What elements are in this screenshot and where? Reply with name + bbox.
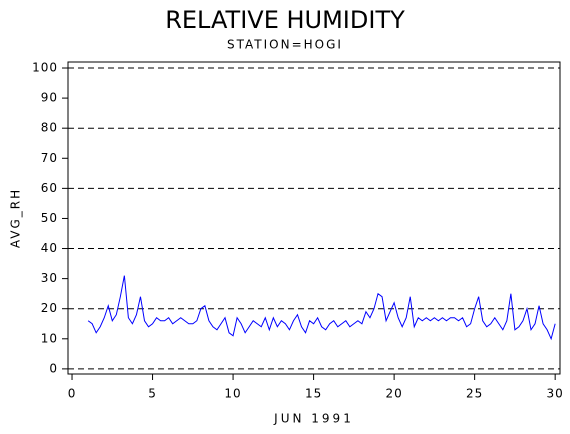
y-tick-label: 100 xyxy=(32,61,58,75)
chart-subtitle: STATION=HOGI xyxy=(227,38,343,52)
x-tick-label: 15 xyxy=(305,387,322,401)
x-tick-label: 20 xyxy=(385,387,402,401)
x-tick-label: 10 xyxy=(224,387,241,401)
x-axis-label: JUN 1991 xyxy=(273,412,354,426)
y-tick-label: 30 xyxy=(41,271,58,285)
x-tick-label: 30 xyxy=(547,387,564,401)
y-tick-label: 80 xyxy=(41,121,58,135)
y-tick-label: 40 xyxy=(41,241,58,255)
y-tick-label: 10 xyxy=(41,331,58,345)
y-tick-label: 60 xyxy=(41,181,58,195)
y-tick-label: 20 xyxy=(41,301,58,315)
y-tick-label: 0 xyxy=(49,361,58,375)
data-line xyxy=(87,275,556,341)
x-tick-label: 25 xyxy=(466,387,483,401)
y-tick-label: 70 xyxy=(41,151,58,165)
x-tick-label: 0 xyxy=(68,387,77,401)
y-tick-label: 90 xyxy=(41,91,58,105)
x-tick-label: 5 xyxy=(148,387,157,401)
y-tick-label: 50 xyxy=(41,211,58,225)
y-axis-label: AVG_RH xyxy=(9,188,23,248)
chart-title: RELATIVE HUMIDITY xyxy=(165,6,405,34)
